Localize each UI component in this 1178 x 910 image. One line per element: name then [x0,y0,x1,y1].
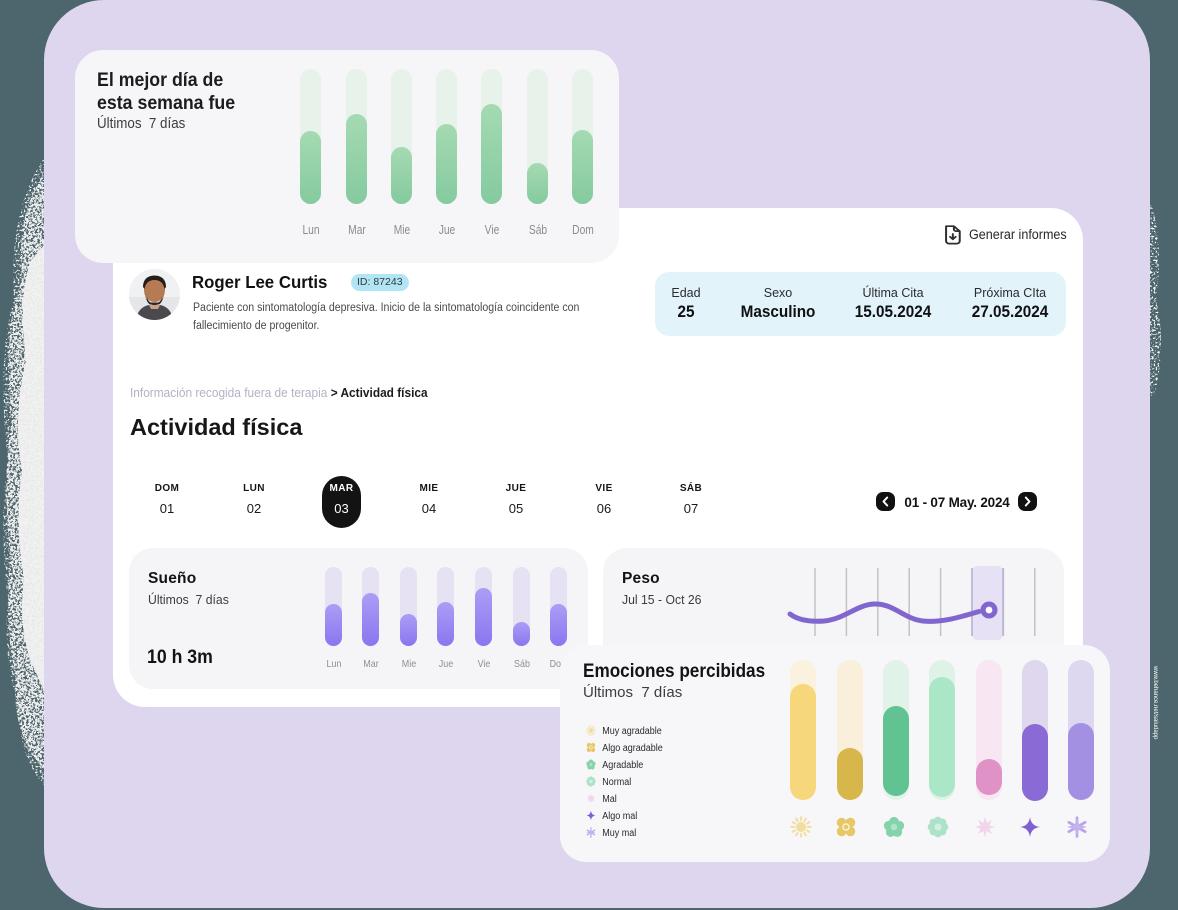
svg-text:www.behance.net/saludapp: www.behance.net/saludapp [1152,665,1158,740]
